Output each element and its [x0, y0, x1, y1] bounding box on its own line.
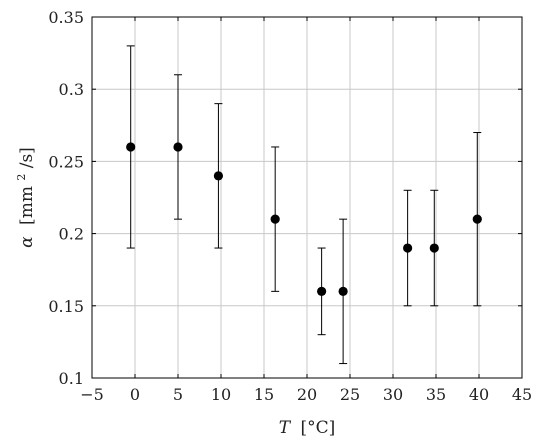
data-point	[403, 243, 413, 253]
data-point	[213, 171, 224, 181]
data-point	[317, 286, 327, 296]
y-tick-label: 0.2	[59, 225, 84, 244]
x-tick-label: 20	[297, 385, 317, 404]
x-tick-label: 35	[426, 385, 446, 404]
y-axis-variable: α	[17, 236, 37, 248]
y-tick-label: 0.15	[48, 297, 84, 316]
x-axis-unit: [°C]	[300, 418, 335, 438]
y-axis-unit-superscript: 2	[15, 174, 28, 181]
x-tick-label: 15	[254, 385, 274, 404]
x-tick-label: 30	[383, 385, 403, 404]
x-tick-label: 5	[173, 385, 183, 404]
x-axis-variable: T	[279, 418, 292, 438]
data-point	[472, 214, 482, 224]
x-tick-label: 25	[340, 385, 360, 404]
y-axis-unit: [mm	[17, 186, 37, 225]
y-tick-label: 0.25	[48, 152, 84, 171]
error-bars	[126, 45, 482, 365]
x-tick-label: 0	[130, 385, 140, 404]
y-tick-label: 0.1	[59, 369, 84, 388]
x-tick-label: −5	[80, 385, 104, 404]
y-tick-label: 0.3	[59, 80, 84, 99]
data-point	[126, 142, 136, 152]
data-point	[429, 243, 439, 253]
x-tick-label: 45	[512, 385, 532, 404]
y-axis-label: α [mm 2 /s]	[10, 147, 37, 248]
x-tick-label: 40	[469, 385, 489, 404]
y-tick-label: 0.35	[48, 8, 84, 27]
x-axis-label: T [°C]	[279, 418, 336, 438]
x-tick-label: 10	[211, 385, 231, 404]
axis-ticks: −5 0 5 10 15 20 25 30 35 40 45 0.1 0.15 0.2 0.25 0.3 0.3…	[48, 8, 532, 404]
data-point	[338, 286, 348, 296]
data-markers	[126, 142, 482, 296]
data-point	[173, 142, 183, 152]
data-point	[270, 214, 280, 224]
gridlines	[91, 16, 523, 379]
y-axis-unit-tail: /s]	[17, 147, 37, 168]
